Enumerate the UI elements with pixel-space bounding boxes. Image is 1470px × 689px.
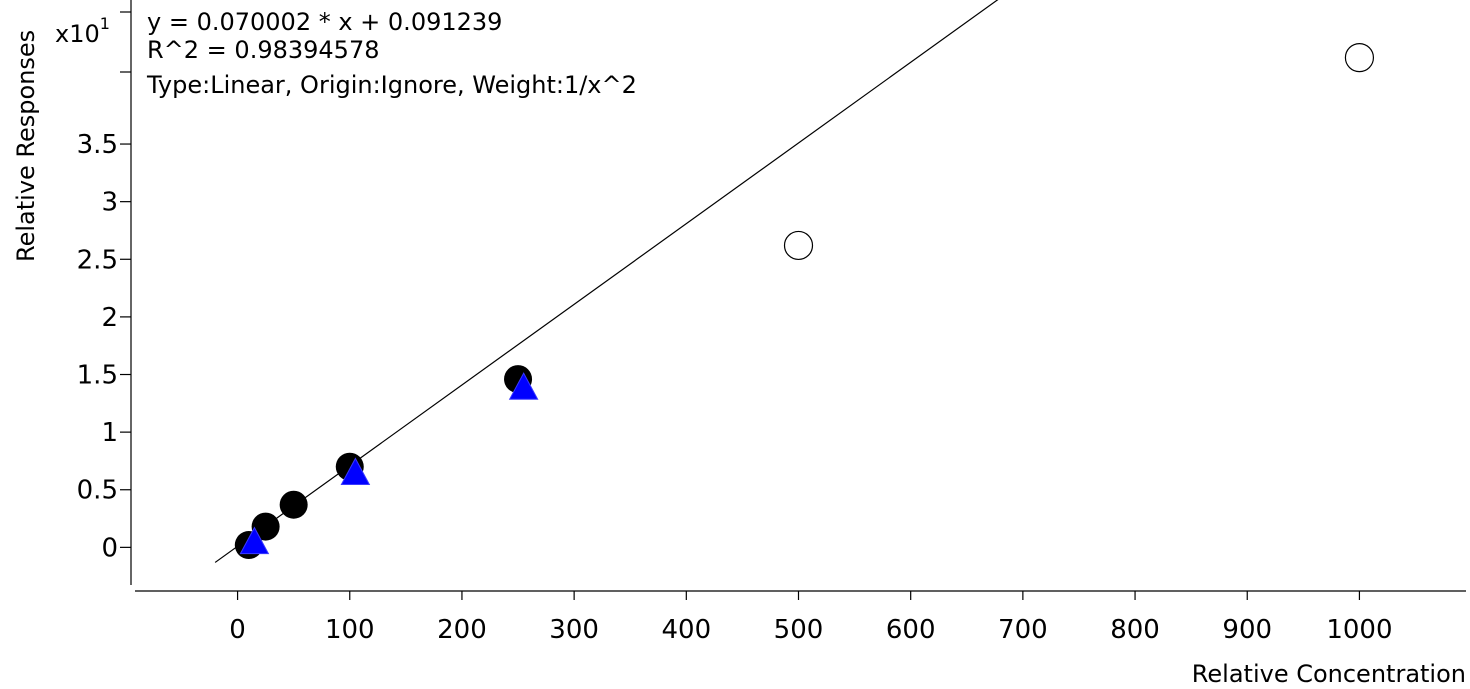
x-tick-label: 0: [229, 615, 246, 645]
y-multiplier-base: x10: [55, 20, 100, 48]
x-tick-label: 1000: [1326, 615, 1392, 645]
x-tick-label: 600: [886, 615, 936, 645]
data-point-triangle: [239, 526, 270, 555]
data-point-filled-circle: [279, 490, 308, 519]
y-tick-label: 3.5: [77, 130, 118, 160]
data-point-triangle: [508, 372, 539, 400]
fit-settings: Type:Linear, Origin:Ignore, Weight:1/x^2: [146, 71, 637, 99]
fit-r-squared: R^2 = 0.98394578: [147, 36, 379, 64]
x-tick-label: 500: [774, 615, 824, 645]
y-tick-label: 0: [101, 533, 118, 563]
x-tick-label: 900: [1222, 615, 1272, 645]
y-multiplier: x101: [55, 14, 110, 48]
data-point-open-circle: [1344, 43, 1375, 73]
fit-line: [214, 0, 999, 563]
y-tick-label: 3: [101, 188, 118, 218]
x-tick-label: 700: [998, 615, 1048, 645]
y-tick-label: 0.5: [77, 476, 118, 506]
data-point-triangle: [340, 457, 371, 485]
x-axis-title: Relative Concentration: [1192, 660, 1466, 688]
y-tick-label: 1.5: [77, 361, 118, 391]
y-axis-title: Relative Responses: [12, 30, 40, 262]
x-tick-label: 100: [325, 615, 375, 645]
data-point-open-circle: [783, 230, 814, 261]
fit-equation: y = 0.070002 * x + 0.091239: [147, 8, 502, 36]
y-tick-label: 2: [101, 303, 118, 333]
y-multiplier-exponent: 1: [100, 14, 110, 33]
x-tick-label: 300: [549, 615, 599, 645]
data-point-filled-circle: [251, 512, 280, 541]
x-tick-label: 400: [661, 615, 711, 645]
x-tick-label: 800: [1110, 615, 1160, 645]
y-tick-label: 2.5: [77, 245, 118, 275]
x-tick-label: 200: [437, 615, 487, 645]
y-tick-label: 1: [101, 418, 118, 448]
